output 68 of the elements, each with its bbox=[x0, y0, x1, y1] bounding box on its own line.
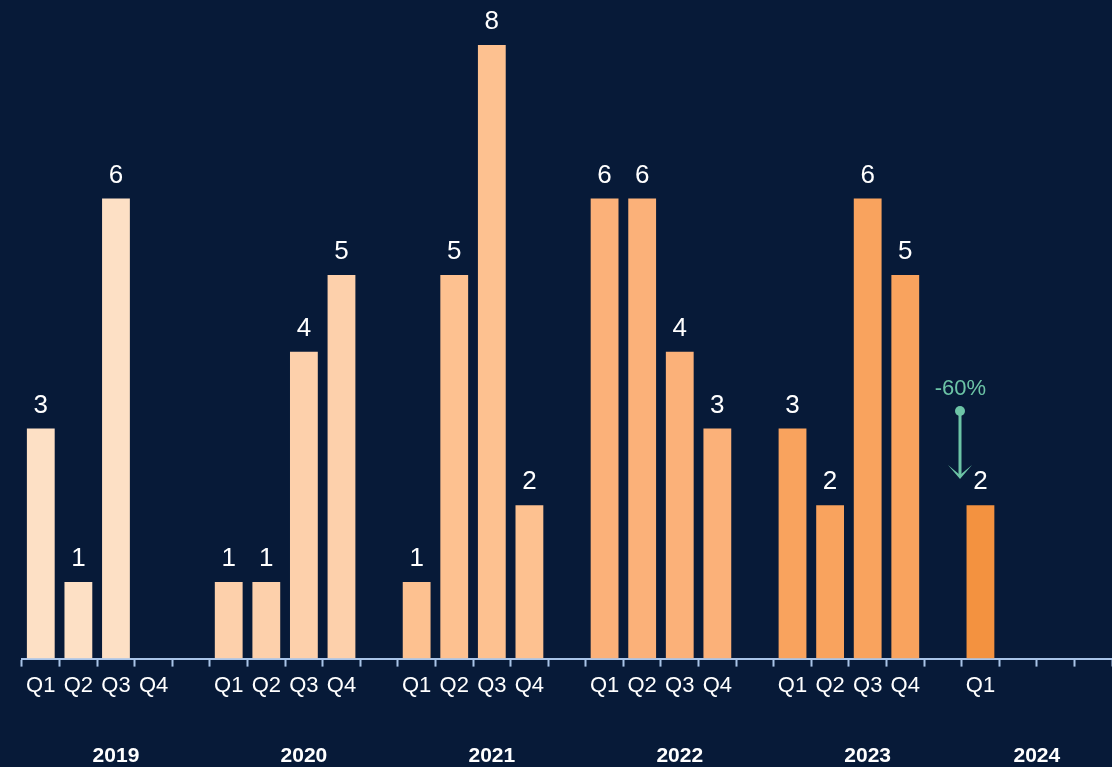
x-tick-label: Q2 bbox=[627, 671, 657, 697]
data-label: 1 bbox=[409, 542, 424, 573]
data-label: 4 bbox=[672, 311, 687, 342]
x-tick-label: Q2 bbox=[63, 671, 94, 697]
bar bbox=[515, 505, 544, 659]
data-label: 1 bbox=[259, 542, 274, 573]
bar bbox=[64, 581, 93, 659]
bar bbox=[289, 351, 318, 659]
x-tick-label: Q4 bbox=[702, 671, 733, 697]
x-tick-label: Q1 bbox=[401, 671, 432, 697]
x-tick-label: Q3 bbox=[853, 671, 883, 697]
text: 2020 bbox=[280, 743, 328, 766]
data-label: 3 bbox=[785, 388, 800, 419]
x-tick-label: Q1 bbox=[777, 671, 808, 697]
data-label: 3 bbox=[33, 388, 49, 419]
bar bbox=[102, 198, 130, 659]
x-tick-label: Q4 bbox=[326, 671, 357, 697]
x-tick-label: Q2 bbox=[815, 671, 845, 697]
bar bbox=[966, 505, 995, 659]
x-tick-label: Q2 bbox=[439, 671, 469, 697]
text: 2022 bbox=[656, 743, 704, 766]
bar bbox=[214, 581, 243, 659]
bar bbox=[402, 581, 431, 659]
x-tick-label: Q1 bbox=[965, 671, 996, 697]
x-tick-label: Q3 bbox=[289, 671, 319, 697]
bar bbox=[665, 351, 694, 659]
x-tick-label: Q1 bbox=[214, 671, 244, 697]
x-tick-label: Q1 bbox=[589, 671, 620, 697]
bar bbox=[628, 198, 657, 659]
data-label: 2 bbox=[973, 465, 988, 496]
data-label: 1 bbox=[221, 542, 236, 573]
data-label: 8 bbox=[484, 5, 500, 36]
bar bbox=[703, 428, 732, 659]
data-label: 5 bbox=[334, 235, 349, 266]
text: 2023 bbox=[844, 743, 892, 766]
bar bbox=[252, 581, 281, 659]
bar bbox=[590, 198, 619, 659]
bar bbox=[477, 45, 506, 659]
x-tick-label: Q4 bbox=[890, 671, 920, 697]
data-label: 6 bbox=[860, 158, 875, 189]
data-label: 5 bbox=[447, 235, 462, 266]
x-tick-label: Q3 bbox=[101, 671, 131, 697]
text: 2019 bbox=[92, 743, 140, 766]
data-label: 3 bbox=[710, 388, 725, 419]
data-label: 6 bbox=[597, 158, 612, 189]
data-label: 2 bbox=[522, 465, 537, 496]
bar bbox=[26, 428, 55, 659]
bar bbox=[327, 275, 356, 659]
bar bbox=[853, 198, 882, 659]
x-tick-label: Q1 bbox=[26, 671, 56, 697]
bar bbox=[440, 275, 469, 659]
x-tick-label: Q3 bbox=[665, 671, 695, 697]
annotation: -60% bbox=[934, 375, 987, 401]
data-label: 6 bbox=[108, 158, 124, 189]
x-tick-label: Q2 bbox=[251, 671, 281, 697]
bar bbox=[816, 505, 845, 659]
data-label: 6 bbox=[634, 158, 650, 189]
text: 2021 bbox=[468, 743, 516, 766]
x-tick-label: Q4 bbox=[514, 671, 545, 697]
data-label: 1 bbox=[71, 542, 86, 573]
bar bbox=[891, 275, 920, 659]
data-label: 5 bbox=[898, 235, 913, 266]
data-label: 2 bbox=[822, 465, 838, 496]
data-label: 4 bbox=[296, 311, 312, 342]
bar bbox=[778, 428, 807, 659]
x-tick-label: Q4 bbox=[138, 671, 169, 697]
x-tick-label: Q3 bbox=[477, 671, 507, 697]
text: 2024 bbox=[1013, 743, 1061, 766]
